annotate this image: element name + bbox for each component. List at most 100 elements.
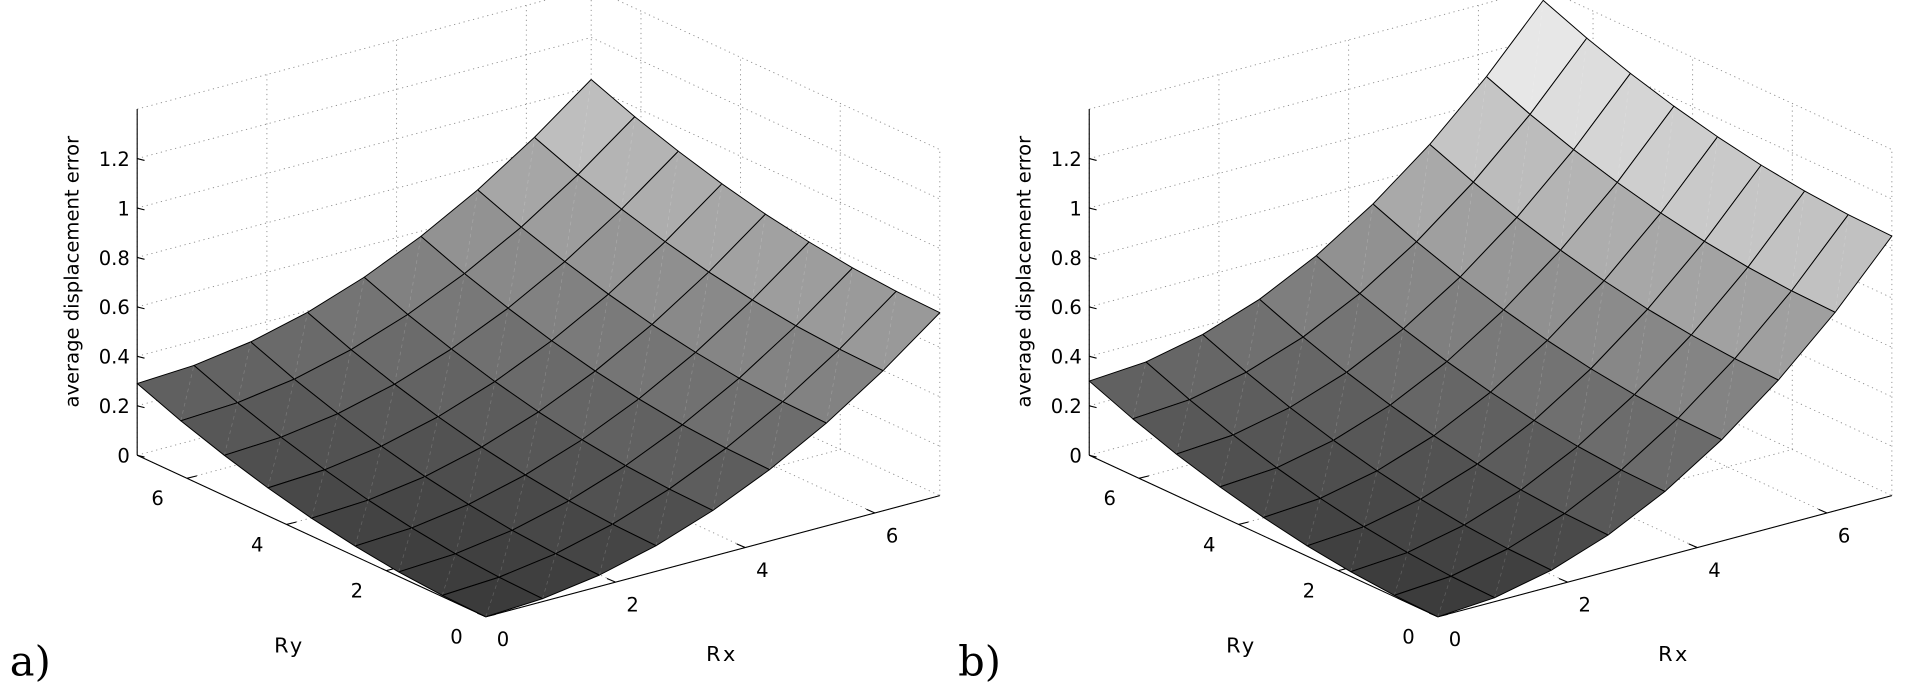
surface-diagonal	[1520, 420, 1535, 491]
surface-face	[1393, 575, 1496, 618]
surface-diagonal	[1245, 299, 1260, 373]
surface-diagonal	[455, 504, 469, 554]
z-tick-label: 0.8	[99, 247, 130, 270]
ry-tick-label: 0	[1402, 626, 1414, 649]
surface-diagonal	[695, 272, 710, 353]
ry-axis	[1088, 454, 1439, 618]
surface-diagonal	[1647, 212, 1662, 310]
ry-tick	[286, 521, 297, 525]
surface-diagonal	[839, 267, 854, 350]
surface-diagonal	[1778, 290, 1792, 381]
surface-diagonal	[664, 151, 679, 242]
surface-diagonal	[1407, 499, 1421, 553]
surface-diagonal	[1590, 280, 1605, 369]
surface-diagonal	[1664, 418, 1679, 492]
surface-diagonal	[568, 439, 583, 501]
ry-axis-label: Ry	[274, 633, 305, 657]
z-tick	[137, 306, 145, 310]
surface-diagonal	[668, 424, 683, 490]
rx-tick-label: 6	[886, 524, 898, 547]
y-gridline	[386, 103, 841, 572]
z-tick-label: 0.4	[1051, 346, 1082, 369]
surface-diagonal	[612, 465, 627, 525]
z-tick-label: 0.2	[1051, 395, 1082, 418]
z-tick	[137, 355, 145, 359]
surface-diagonal	[1306, 498, 1321, 546]
surface-diagonal	[1302, 255, 1317, 338]
surface-diagonal	[411, 476, 426, 529]
surface-diagonal	[450, 273, 465, 350]
z-tick-label: 0	[117, 445, 129, 468]
surface-diagonal	[598, 524, 613, 576]
surface-diagonal	[1577, 368, 1592, 447]
rx-tick-label: 2	[1578, 594, 1590, 617]
z-tick	[1089, 306, 1097, 310]
rx-axis-label: Rx	[1658, 642, 1690, 666]
surface-diagonal	[1416, 144, 1431, 242]
rx-axis	[1437, 495, 1893, 618]
surface-diagonal	[367, 446, 382, 501]
z-tick	[1089, 454, 1097, 458]
ry-tick-label: 2	[351, 580, 363, 603]
surface-diagonal	[1176, 399, 1190, 455]
surface-diagonal	[1477, 392, 1491, 465]
z-tick-label: 0.2	[99, 395, 130, 418]
surface-diagonal	[708, 183, 723, 273]
ry-axis-label: Ry	[1226, 633, 1257, 657]
rx-tick-label: 6	[1838, 524, 1850, 547]
surface-diagonal	[1494, 548, 1509, 598]
y-gridline	[1437, 149, 1893, 618]
surface-diagonal	[1704, 136, 1718, 242]
surface-diagonal	[538, 340, 553, 412]
surface-diagonal	[1551, 513, 1565, 571]
y-gridline	[286, 57, 742, 525]
surface-diagonal	[577, 79, 592, 175]
surface-diagonal	[1603, 182, 1618, 281]
surface-diagonal	[311, 469, 326, 519]
surface-diagonal	[280, 379, 295, 438]
surface-diagonal	[223, 402, 238, 456]
surface-diagonal	[1389, 328, 1404, 406]
surface-diagonal	[638, 324, 653, 399]
z-axis-label: average displacement error	[1012, 135, 1035, 408]
surface-diagonal	[1433, 361, 1448, 436]
z-tick-label: 0.6	[99, 296, 130, 319]
ry-tick-label: 2	[1303, 580, 1315, 603]
surface-diagonal	[1393, 552, 1408, 596]
surface-diagonal	[237, 341, 252, 403]
surface-diagonal	[1289, 336, 1304, 408]
surface-diagonal	[1747, 165, 1762, 268]
surface-diagonal	[1420, 435, 1435, 500]
ry-tick-label: 4	[1203, 533, 1215, 556]
surface-diagonal	[394, 314, 409, 385]
surface-diagonal	[594, 294, 609, 372]
rx-tick	[1818, 508, 1828, 514]
surface-diagonal	[655, 488, 670, 546]
surface-diagonal	[1721, 358, 1736, 440]
surface-diagonal	[1472, 76, 1487, 183]
z-tick	[1089, 355, 1097, 359]
z-tick	[137, 256, 145, 260]
panel-label: a)	[10, 637, 51, 686]
z-tick	[137, 158, 145, 161]
surface-diagonal	[381, 384, 395, 447]
surface-diagonal	[424, 416, 439, 477]
rx-tick	[1688, 543, 1698, 549]
surface-diagonal	[1533, 340, 1548, 421]
ry-tick-label: 0	[450, 626, 462, 649]
surface-diagonal	[1734, 267, 1749, 359]
surface-diagonal	[712, 448, 727, 511]
surface-diagonal	[354, 499, 369, 547]
z-tick-label: 1.2	[99, 148, 130, 171]
panel-label: b)	[958, 637, 1001, 686]
surface-diagonal	[267, 437, 282, 488]
rx-tick	[736, 543, 746, 549]
surface-diagonal	[1219, 434, 1234, 487]
surface-diagonal	[1346, 293, 1361, 373]
rx-tick	[606, 577, 616, 583]
z-tick	[137, 405, 145, 409]
z-tick	[1089, 158, 1097, 161]
surface-diagonal	[1263, 467, 1278, 518]
